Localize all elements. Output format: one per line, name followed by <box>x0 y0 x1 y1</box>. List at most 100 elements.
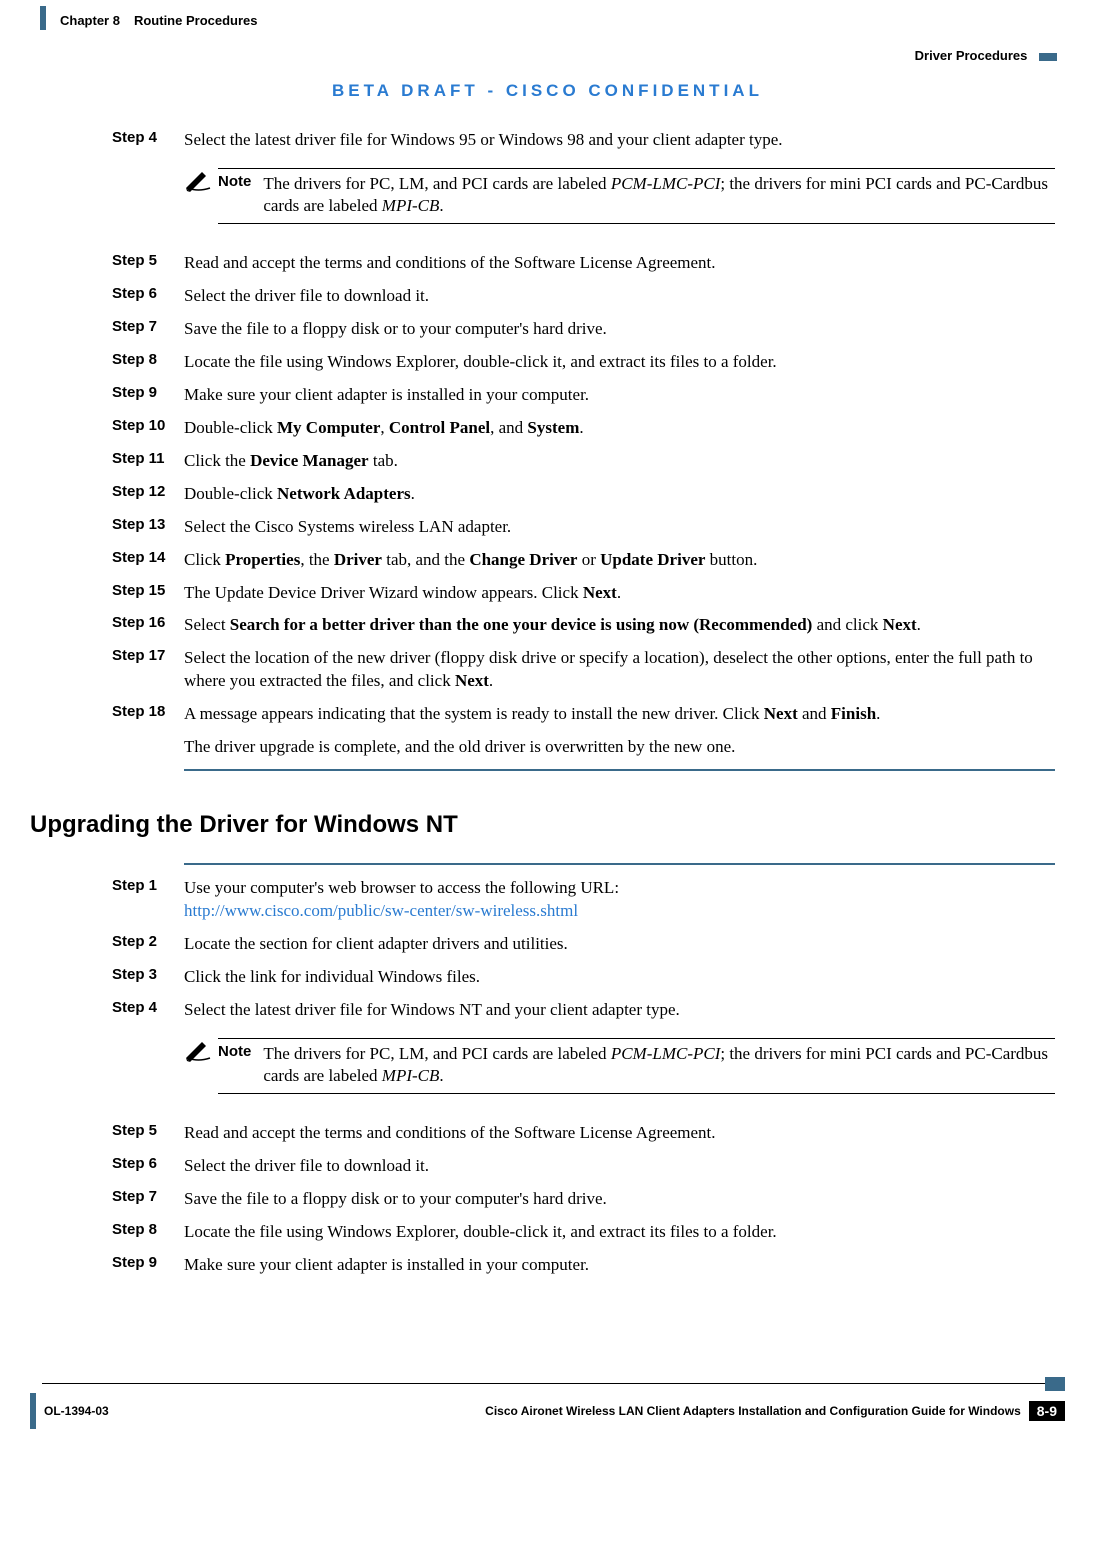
t: My Computer <box>277 418 380 437</box>
page-number: 8-9 <box>1029 1401 1065 1421</box>
t: Use your computer's web browser to acces… <box>184 878 619 897</box>
step-label: Step 8 <box>112 351 184 368</box>
step-text: Select Search for a better driver than t… <box>184 614 921 637</box>
t: Properties <box>225 550 300 569</box>
step-16: Step 16 Select Search for a better drive… <box>112 614 1055 637</box>
step-b8: Step 8 Locate the file using Windows Exp… <box>112 1221 1055 1244</box>
note-text-d: MPI-CB <box>382 196 440 215</box>
footer-right: Cisco Aironet Wireless LAN Client Adapte… <box>485 1401 1065 1421</box>
t: Double-click <box>184 418 277 437</box>
page: Chapter 8 Routine Procedures Driver Proc… <box>0 0 1095 1449</box>
page-footer: OL-1394-03 Cisco Aironet Wireless LAN Cl… <box>30 1377 1065 1429</box>
step-b9: Step 9 Make sure your client adapter is … <box>112 1254 1055 1277</box>
step-b6: Step 6 Select the driver file to downloa… <box>112 1155 1055 1178</box>
step-text: Select the latest driver file for Window… <box>184 129 783 152</box>
step-label: Step 7 <box>112 318 184 335</box>
header-bar-icon <box>1039 53 1057 61</box>
note-text-b: PCM-LMC-PCI <box>611 1044 721 1063</box>
step-8: Step 8 Locate the file using Windows Exp… <box>112 351 1055 374</box>
confidential-banner: BETA DRAFT - CISCO CONFIDENTIAL <box>30 81 1065 101</box>
note-text-a: The drivers for PC, LM, and PCI cards ar… <box>263 174 610 193</box>
step-label: Step 3 <box>112 966 184 983</box>
t: A message appears indicating that the sy… <box>184 704 764 723</box>
step-text: Click the link for individual Windows fi… <box>184 966 480 989</box>
step-label: Step 5 <box>112 252 184 269</box>
t: Click <box>184 550 225 569</box>
note-text-d: MPI-CB <box>382 1066 440 1085</box>
note-body: Note The drivers for PC, LM, and PCI car… <box>218 168 1055 224</box>
step-4: Step 4 Select the latest driver file for… <box>112 129 1055 152</box>
step-text: Locate the section for client adapter dr… <box>184 933 568 956</box>
t: . <box>917 615 921 634</box>
footer-block-icon <box>1045 1377 1065 1391</box>
t: Next <box>764 704 798 723</box>
t: Change Driver <box>469 550 577 569</box>
note-block-1: Note The drivers for PC, LM, and PCI car… <box>184 168 1055 224</box>
t: Device Manager <box>250 451 368 470</box>
header-stripe-icon <box>40 6 46 30</box>
step-text: Select the latest driver file for Window… <box>184 999 680 1022</box>
t: Next <box>455 671 489 690</box>
step-text: Click the Device Manager tab. <box>184 450 398 473</box>
step-label: Step 9 <box>112 1254 184 1271</box>
header-left: Chapter 8 Routine Procedures <box>40 10 258 30</box>
step-11: Step 11 Click the Device Manager tab. <box>112 450 1055 473</box>
t: . <box>489 671 493 690</box>
note-text: The drivers for PC, LM, and PCI cards ar… <box>263 1043 1055 1087</box>
step-label: Step 14 <box>112 549 184 566</box>
t: . <box>411 484 415 503</box>
note-label: Note <box>218 173 263 190</box>
step-text: Locate the file using Windows Explorer, … <box>184 351 777 374</box>
step-18-cont: The driver upgrade is complete, and the … <box>184 736 880 759</box>
step-text: Double-click My Computer, Control Panel,… <box>184 417 584 440</box>
t: The Update Device Driver Wizard window a… <box>184 583 583 602</box>
t: Driver <box>334 550 382 569</box>
t: , the <box>300 550 334 569</box>
step-label: Step 18 <box>112 703 184 720</box>
note-text-b: PCM-LMC-PCI <box>611 174 721 193</box>
step-15: Step 15 The Update Device Driver Wizard … <box>112 582 1055 605</box>
step-text: Save the file to a floppy disk or to you… <box>184 1188 607 1211</box>
step-text: Locate the file using Windows Explorer, … <box>184 1221 777 1244</box>
step-9: Step 9 Make sure your client adapter is … <box>112 384 1055 407</box>
chapter-title: Routine Procedures <box>134 13 258 28</box>
t: . <box>876 704 880 723</box>
step-b4: Step 4 Select the latest driver file for… <box>112 999 1055 1022</box>
t: Double-click <box>184 484 277 503</box>
t: Finish <box>831 704 876 723</box>
content: Step 4 Select the latest driver file for… <box>30 129 1065 1277</box>
procedure-start-rule <box>184 863 1055 865</box>
guide-title: Cisco Aironet Wireless LAN Client Adapte… <box>485 1404 1021 1418</box>
t: System <box>527 418 579 437</box>
step-label: Step 13 <box>112 516 184 533</box>
t: Select the location of the new driver (f… <box>184 648 1033 690</box>
step-label: Step 9 <box>112 384 184 401</box>
step-label: Step 10 <box>112 417 184 434</box>
note-text-a: The drivers for PC, LM, and PCI cards ar… <box>263 1044 610 1063</box>
pencil-icon <box>184 1038 218 1062</box>
step-label: Step 8 <box>112 1221 184 1238</box>
step-label: Step 17 <box>112 647 184 664</box>
step-label: Step 12 <box>112 483 184 500</box>
step-text: Select the driver file to download it. <box>184 1155 429 1178</box>
t: Next <box>583 583 617 602</box>
step-label: Step 6 <box>112 1155 184 1172</box>
section-heading: Upgrading the Driver for Windows NT <box>30 811 1055 839</box>
t: Search for a better driver than the one … <box>230 615 813 634</box>
step-5: Step 5 Read and accept the terms and con… <box>112 252 1055 275</box>
footer-row: OL-1394-03 Cisco Aironet Wireless LAN Cl… <box>30 1393 1065 1429</box>
t: . <box>579 418 583 437</box>
t: . <box>617 583 621 602</box>
step-label: Step 16 <box>112 614 184 631</box>
step-label: Step 11 <box>112 450 184 467</box>
cisco-url-link[interactable]: http://www.cisco.com/public/sw-center/sw… <box>184 901 578 920</box>
step-b5: Step 5 Read and accept the terms and con… <box>112 1122 1055 1145</box>
step-label: Step 15 <box>112 582 184 599</box>
t: Click the <box>184 451 250 470</box>
header-right: Driver Procedures <box>915 48 1061 63</box>
t: Control Panel <box>389 418 490 437</box>
footer-bar-icon <box>30 1393 36 1429</box>
t: , and <box>490 418 527 437</box>
step-label: Step 5 <box>112 1122 184 1139</box>
step-label: Step 1 <box>112 877 184 894</box>
